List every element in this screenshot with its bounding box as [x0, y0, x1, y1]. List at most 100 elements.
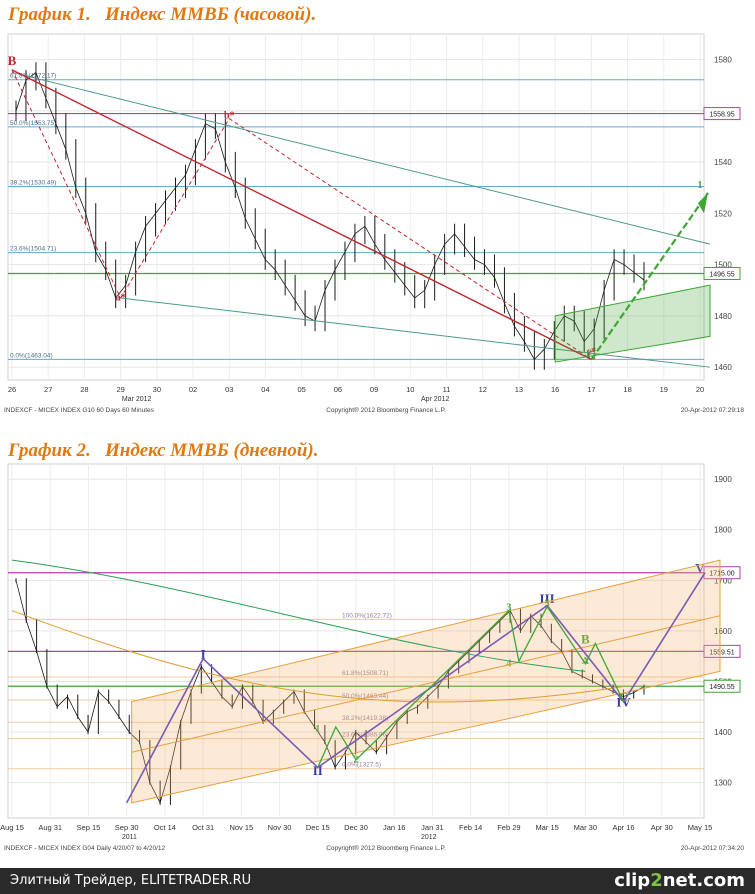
copyright-line: Copyright® 2012 Bloomberg Finance L.P. [326, 406, 446, 414]
projection-arrow [590, 192, 709, 361]
x-tick-label: 05 [298, 385, 306, 394]
y-tick-label: 1540 [714, 158, 732, 167]
x-tick-label: 06 [334, 385, 342, 394]
source-line: INDEXCF - MICEX INDEX G04 Daily 4/20/07 … [4, 845, 166, 852]
x-tick-label: Jan 16 [383, 823, 406, 832]
x-tick-label: 13 [515, 385, 523, 394]
fib-level-label: 0.0%(1327.5) [342, 762, 381, 769]
copyright-line: Copyright® 2012 Bloomberg Finance L.P. [326, 844, 446, 852]
wave-label: 1 [698, 180, 703, 191]
x-tick-label: 11 [443, 385, 451, 394]
y-tick-label: 1480 [714, 312, 732, 321]
corrective-wave-path [11, 69, 592, 360]
x-tick-label: 18 [623, 385, 631, 394]
x-tick-label: 12 [479, 385, 487, 394]
x-tick-label: 09 [370, 385, 378, 394]
wave-label: II [313, 763, 323, 778]
x-tick-label: Jan 31 [421, 823, 444, 832]
x-tick-label: 29 [116, 385, 124, 394]
y-tick-label: 1520 [714, 209, 732, 218]
x-tick-label: 19 [660, 385, 668, 394]
x-tick-label: 10 [406, 385, 414, 394]
logo-part-clip: clip [614, 870, 651, 891]
timestamp-line: 20-Apr-2012 07:34:20 [681, 845, 745, 852]
wave-label: c* [587, 346, 596, 357]
wave-label: C [619, 690, 628, 705]
x-tick-label: Sep 15 [77, 823, 101, 832]
x-tick-label: Dec 15 [306, 823, 330, 832]
clip2net-logo[interactable]: clip2net.com [614, 870, 745, 891]
plot-area [7, 33, 705, 381]
fib-level-label: 61.8%(1508.71) [342, 670, 388, 677]
wave-label: 4 [506, 658, 511, 669]
up-channel [554, 284, 711, 363]
price-tag-label: 1558.95 [709, 112, 734, 119]
x-tick-label: Oct 31 [192, 823, 214, 832]
y-tick-label: 1800 [714, 526, 732, 535]
price-tag-box [703, 644, 741, 658]
fib-level-label: 23.6%(1386.96) [342, 732, 388, 739]
wave-label: B [581, 632, 590, 647]
channel-line-upper [11, 71, 711, 245]
x-tick-label: Sep 30 [115, 823, 139, 832]
fib-level-label: 61.8%(1572.17) [10, 73, 56, 80]
elliott-wave-path [125, 572, 706, 804]
x-tick-label: 03 [225, 385, 233, 394]
x-tick-label: Apr 30 [651, 823, 673, 832]
x-tick-label: 17 [587, 385, 595, 394]
price-tag-box [703, 679, 741, 693]
period-label: Mar 2012 [122, 396, 152, 403]
x-tick-label: Feb 14 [459, 823, 482, 832]
x-tick-label: Mar 30 [574, 823, 597, 832]
price-tag-label: 1490.55 [709, 684, 734, 691]
wave-label: 5 [545, 599, 550, 610]
logo-part-2: 2 [650, 870, 663, 891]
footer-site-text: Элитный Трейдер, ELITETRADER.RU [10, 873, 252, 888]
footer-bar: Элитный Трейдер, ELITETRADER.RU clip2net… [0, 868, 755, 894]
orange-channel-mid [131, 615, 721, 753]
y-tick-label: 1700 [714, 576, 732, 585]
orange-channel [131, 559, 721, 804]
wave-label: B [8, 53, 17, 68]
x-tick-label: 26 [8, 385, 16, 394]
fib-level-label: 50.0%(1463.44) [342, 693, 388, 700]
price-tag-label: 1715.00 [709, 571, 734, 578]
x-tick-label: 04 [261, 385, 269, 394]
fib-level-label: 50.0%(1553.75) [10, 120, 56, 127]
x-tick-label: Apr 16 [613, 823, 635, 832]
x-tick-label: May 15 [688, 823, 713, 832]
x-tick-label: Nov 30 [268, 823, 292, 832]
x-tick-label: Nov 15 [229, 823, 253, 832]
y-tick-label: 1400 [714, 728, 732, 737]
price-series-line [15, 71, 645, 361]
x-tick-label: Aug 15 [0, 823, 24, 832]
x-tick-label: 27 [44, 385, 52, 394]
x-tick-label: Dec 30 [344, 823, 368, 832]
fib-level-label: 38.2%(1419.38) [342, 715, 388, 722]
x-tick-label: Oct 14 [154, 823, 176, 832]
y-tick-label: 1600 [714, 627, 732, 636]
trend-line-bc [11, 69, 592, 361]
fib-level-label: 23.6%(1504.71) [10, 246, 56, 253]
moving-average-short [11, 610, 624, 703]
moving-average-long [11, 559, 586, 672]
channel-line-lower [120, 297, 711, 368]
y-tick-label: 1460 [714, 363, 732, 372]
price-tag-label: 1559.51 [709, 649, 734, 656]
period-label: 2011 [122, 834, 137, 841]
projection-arrowhead [698, 192, 708, 214]
x-tick-label: 30 [153, 385, 161, 394]
x-tick-label: Mar 15 [535, 823, 558, 832]
chart1-title: График 1. Индекс ММВБ (часовой). [8, 4, 317, 25]
source-line: INDEXCF - MICEX INDEX G10 60 Days 60 Min… [4, 407, 155, 414]
wave-label: 3 [506, 603, 511, 614]
x-tick-label: 16 [551, 385, 559, 394]
x-tick-label: Feb 29 [497, 823, 520, 832]
x-tick-label: 28 [80, 385, 88, 394]
x-tick-label: Aug 31 [38, 823, 62, 832]
y-tick-label: 1500 [714, 261, 732, 270]
fib-level-label: 100.0%(1622.72) [342, 612, 392, 619]
chart1-hourly-micex: 1460148015001520154015601580262728293002… [4, 33, 744, 414]
price-series-line [15, 580, 645, 804]
